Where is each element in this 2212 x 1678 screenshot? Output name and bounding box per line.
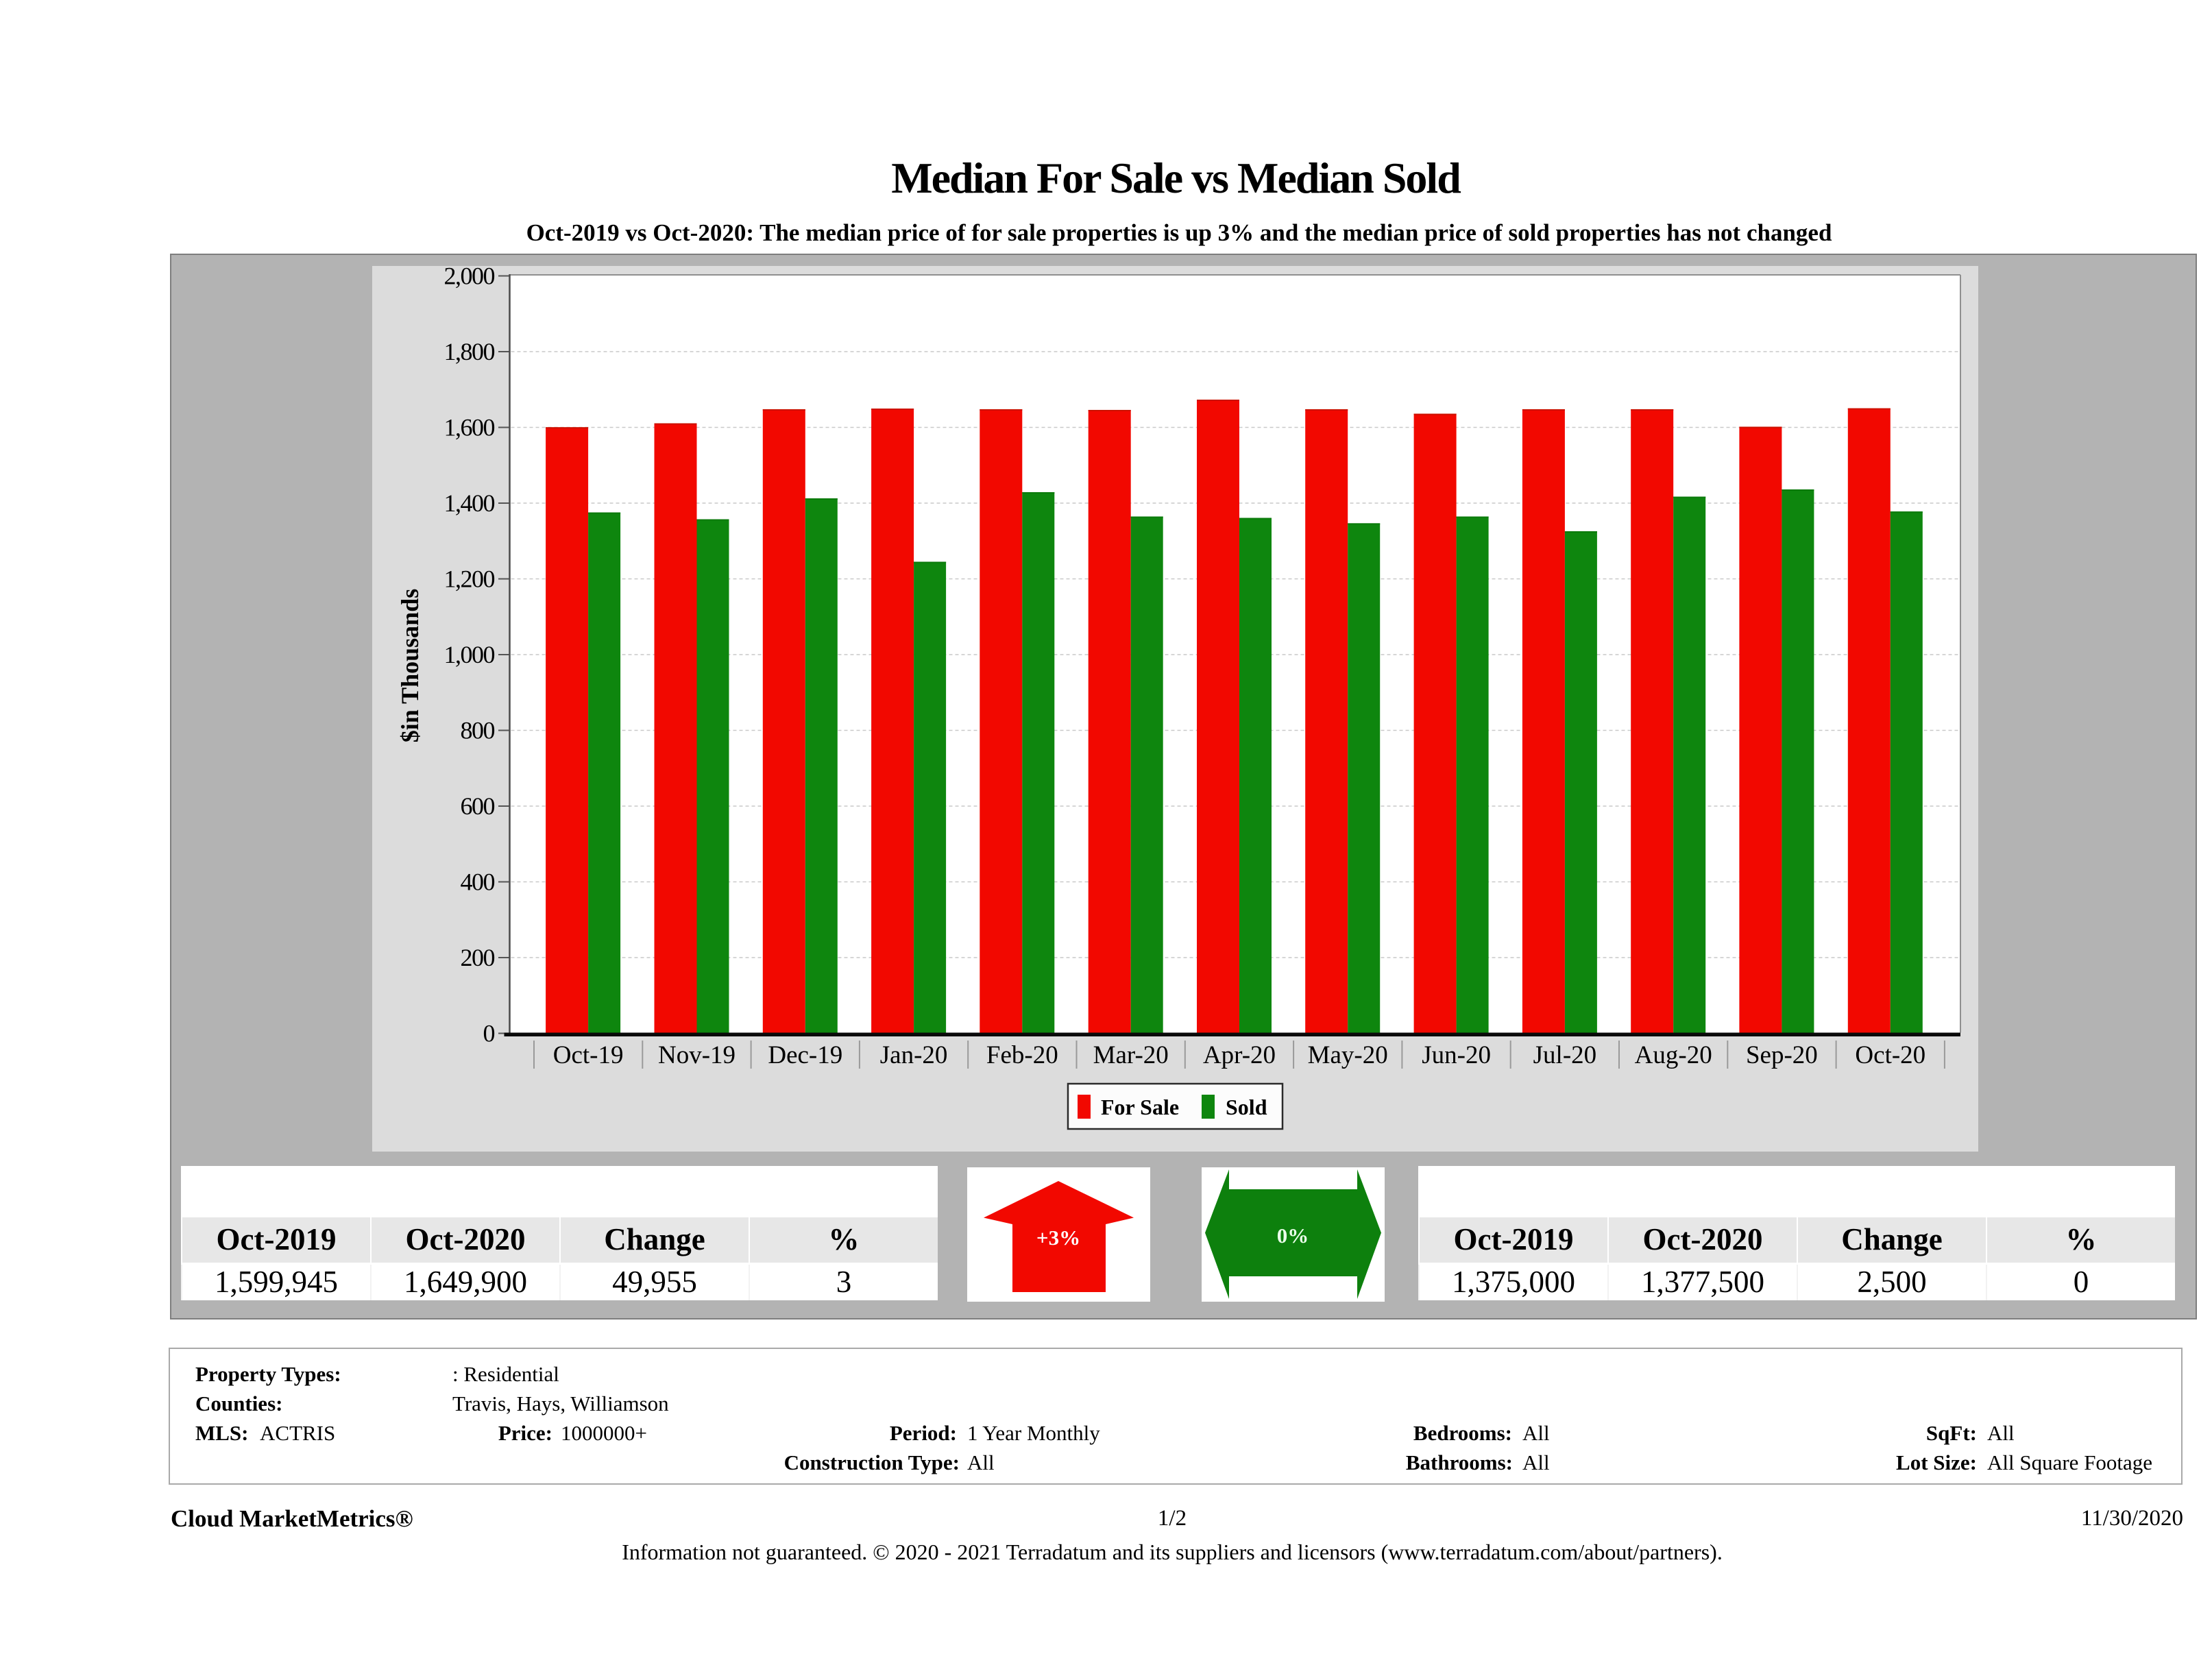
svg-text:$in Thousands: $in Thousands bbox=[396, 589, 424, 743]
svg-text:2,000: 2,000 bbox=[444, 266, 495, 290]
svg-text:Jun-20: Jun-20 bbox=[1422, 1041, 1491, 1069]
svg-text:Sold: Sold bbox=[1226, 1095, 1267, 1119]
svg-text:For Sale: For Sale bbox=[1101, 1095, 1179, 1119]
svg-text:0: 0 bbox=[483, 1020, 495, 1047]
svg-text:200: 200 bbox=[461, 944, 495, 971]
svg-text:1,400: 1,400 bbox=[444, 489, 495, 517]
svg-text:Apr-20: Apr-20 bbox=[1203, 1041, 1276, 1069]
svg-text:Feb-20: Feb-20 bbox=[986, 1041, 1058, 1069]
svg-text:1,200: 1,200 bbox=[444, 566, 495, 593]
svg-text:Jul-20: Jul-20 bbox=[1533, 1041, 1597, 1069]
svg-text:Sep-20: Sep-20 bbox=[1746, 1041, 1818, 1069]
svg-text:1,600: 1,600 bbox=[444, 414, 495, 441]
svg-text:Mar-20: Mar-20 bbox=[1093, 1041, 1169, 1069]
svg-text:Oct-19: Oct-19 bbox=[553, 1041, 624, 1069]
svg-text:Dec-19: Dec-19 bbox=[768, 1041, 842, 1069]
svg-text:May-20: May-20 bbox=[1308, 1041, 1388, 1069]
svg-text:Aug-20: Aug-20 bbox=[1635, 1041, 1712, 1069]
svg-text:Nov-19: Nov-19 bbox=[658, 1041, 736, 1069]
svg-text:1,000: 1,000 bbox=[444, 641, 495, 668]
svg-text:0%: 0% bbox=[1277, 1224, 1309, 1248]
svg-text:+3%: +3% bbox=[1036, 1226, 1080, 1250]
svg-text:400: 400 bbox=[461, 868, 495, 896]
svg-text:Jan-20: Jan-20 bbox=[880, 1041, 948, 1069]
svg-text:Oct-20: Oct-20 bbox=[1855, 1041, 1925, 1069]
svg-text:1,800: 1,800 bbox=[444, 338, 495, 365]
svg-text:800: 800 bbox=[461, 717, 495, 744]
svg-text:600: 600 bbox=[461, 792, 495, 820]
